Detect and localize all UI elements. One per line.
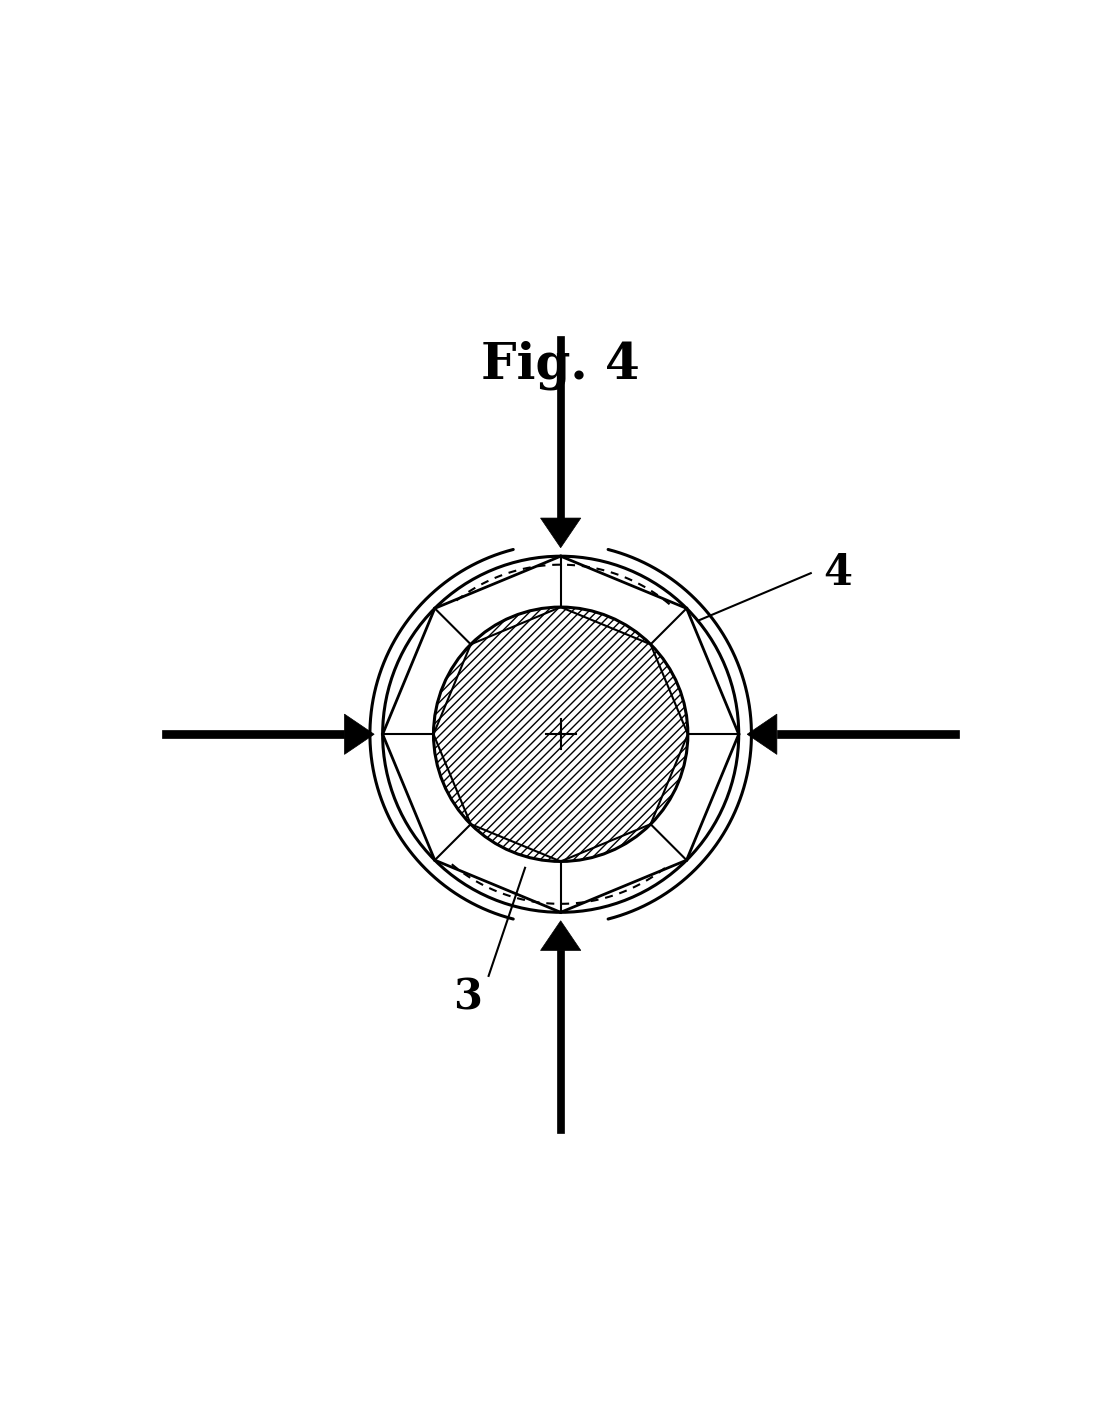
Polygon shape (557, 950, 565, 1132)
Polygon shape (747, 714, 777, 754)
Polygon shape (557, 336, 565, 518)
Polygon shape (540, 921, 581, 950)
Polygon shape (162, 730, 345, 738)
Polygon shape (777, 730, 959, 738)
Circle shape (433, 607, 688, 861)
Polygon shape (345, 714, 374, 754)
Text: 4: 4 (824, 552, 852, 594)
Text: Fig. 4: Fig. 4 (481, 340, 640, 390)
Polygon shape (540, 518, 581, 548)
Text: 3: 3 (453, 976, 481, 1018)
